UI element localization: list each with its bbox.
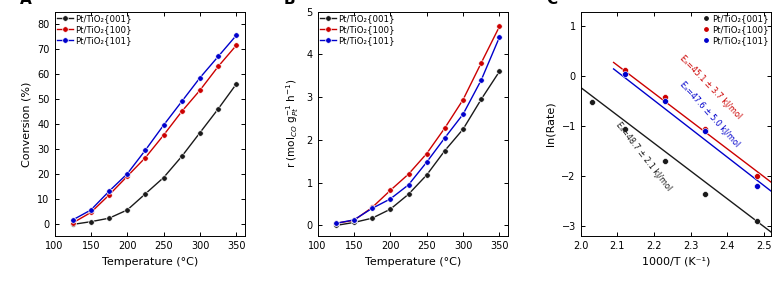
X-axis label: 1000/T (K⁻¹): 1000/T (K⁻¹) xyxy=(642,257,710,267)
X-axis label: Temperature (°C): Temperature (°C) xyxy=(102,257,198,267)
Pt/TiO₂{101} xyxy=(368,206,377,210)
Pt/TiO₂{101} xyxy=(68,218,77,222)
Point xyxy=(699,129,711,134)
Pt/TiO₂{001} xyxy=(386,207,395,211)
Pt/TiO₂{001} xyxy=(422,173,432,177)
Point xyxy=(750,174,763,179)
Text: C: C xyxy=(546,0,558,7)
Point xyxy=(619,72,631,76)
Line: Pt/TiO₂{001}: Pt/TiO₂{001} xyxy=(333,69,502,228)
Pt/TiO₂{001} xyxy=(177,155,186,158)
Pt/TiO₂{100} xyxy=(141,156,150,159)
Pt/TiO₂{101} xyxy=(477,78,486,82)
Pt/TiO₂{100} xyxy=(349,219,358,222)
Pt/TiO₂{101} xyxy=(213,55,223,58)
Y-axis label: ln(Rate): ln(Rate) xyxy=(546,102,555,146)
Point xyxy=(619,126,631,131)
Pt/TiO₂{001} xyxy=(104,217,114,220)
Pt/TiO₂{100} xyxy=(231,43,241,47)
Pt/TiO₂{101} xyxy=(404,183,413,187)
Pt/TiO₂{001} xyxy=(440,149,449,152)
Pt/TiO₂{100} xyxy=(122,175,132,178)
Line: Pt/TiO₂{100}: Pt/TiO₂{100} xyxy=(333,24,502,226)
Pt/TiO₂{100} xyxy=(159,133,168,137)
Legend: Pt/TiO₂{001}, Pt/TiO₂{100}, Pt/TiO₂{101}: Pt/TiO₂{001}, Pt/TiO₂{100}, Pt/TiO₂{101} xyxy=(703,14,769,46)
Pt/TiO₂{101} xyxy=(177,100,186,103)
Pt/TiO₂{100} xyxy=(68,221,77,225)
Pt/TiO₂{001} xyxy=(404,192,413,196)
Pt/TiO₂{101} xyxy=(86,208,96,212)
Point xyxy=(699,192,711,196)
Pt/TiO₂{100} xyxy=(331,221,340,225)
Point xyxy=(619,68,631,72)
Pt/TiO₂{001} xyxy=(86,220,96,223)
Legend: Pt/TiO₂{001}, Pt/TiO₂{100}, Pt/TiO₂{101}: Pt/TiO₂{001}, Pt/TiO₂{100}, Pt/TiO₂{101} xyxy=(320,14,395,46)
Pt/TiO₂{100} xyxy=(495,25,504,28)
Pt/TiO₂{101} xyxy=(122,172,132,175)
Pt/TiO₂{100} xyxy=(404,173,413,176)
Pt/TiO₂{101} xyxy=(386,197,395,201)
Line: Pt/TiO₂{101}: Pt/TiO₂{101} xyxy=(333,34,502,226)
Point xyxy=(699,126,711,131)
Point xyxy=(750,184,763,189)
Pt/TiO₂{100} xyxy=(196,88,205,92)
Pt/TiO₂{100} xyxy=(422,152,432,155)
Line: Pt/TiO₂{101}: Pt/TiO₂{101} xyxy=(70,33,239,223)
Pt/TiO₂{001} xyxy=(231,82,241,86)
Y-axis label: Conversion (%): Conversion (%) xyxy=(22,81,32,166)
Pt/TiO₂{001} xyxy=(331,224,340,227)
Pt/TiO₂{101} xyxy=(495,35,504,39)
Pt/TiO₂{100} xyxy=(177,110,186,113)
Pt/TiO₂{001} xyxy=(495,70,504,73)
Point xyxy=(659,159,671,164)
Pt/TiO₂{100} xyxy=(368,206,377,209)
Pt/TiO₂{101} xyxy=(159,123,168,127)
Point xyxy=(585,100,597,105)
Point xyxy=(659,99,671,104)
Pt/TiO₂{001} xyxy=(458,128,467,131)
Text: A: A xyxy=(20,0,32,7)
Pt/TiO₂{001} xyxy=(213,107,223,111)
Pt/TiO₂{001} xyxy=(159,176,168,179)
Pt/TiO₂{001} xyxy=(477,98,486,101)
X-axis label: Temperature (°C): Temperature (°C) xyxy=(365,257,461,267)
Text: Eₐ=47.6 ± 5.0 kJ/mol: Eₐ=47.6 ± 5.0 kJ/mol xyxy=(678,79,741,148)
Pt/TiO₂{100} xyxy=(477,61,486,65)
Pt/TiO₂{001} xyxy=(141,192,150,196)
Pt/TiO₂{101} xyxy=(231,33,241,37)
Pt/TiO₂{101} xyxy=(104,190,114,193)
Point xyxy=(750,219,763,223)
Pt/TiO₂{101} xyxy=(331,221,340,225)
Pt/TiO₂{100} xyxy=(386,189,395,192)
Text: B: B xyxy=(284,0,295,7)
Line: Pt/TiO₂{100}: Pt/TiO₂{100} xyxy=(70,42,239,226)
Pt/TiO₂{001} xyxy=(122,208,132,212)
Pt/TiO₂{101} xyxy=(422,160,432,164)
Legend: Pt/TiO₂{001}, Pt/TiO₂{100}, Pt/TiO₂{101}: Pt/TiO₂{001}, Pt/TiO₂{100}, Pt/TiO₂{101} xyxy=(57,14,132,46)
Point xyxy=(659,95,671,100)
Text: Eₐ=48.7 ± 2.1 kJ/mol: Eₐ=48.7 ± 2.1 kJ/mol xyxy=(614,120,672,192)
Pt/TiO₂{100} xyxy=(86,211,96,214)
Pt/TiO₂{101} xyxy=(458,113,467,116)
Pt/TiO₂{101} xyxy=(196,76,205,79)
Line: Pt/TiO₂{001}: Pt/TiO₂{001} xyxy=(70,81,239,227)
Pt/TiO₂{101} xyxy=(141,148,150,152)
Pt/TiO₂{100} xyxy=(440,126,449,130)
Pt/TiO₂{100} xyxy=(458,98,467,101)
Pt/TiO₂{100} xyxy=(213,65,223,68)
Text: Eₐ=45.1 ± 3.7 kJ/mol: Eₐ=45.1 ± 3.7 kJ/mol xyxy=(678,54,742,121)
Pt/TiO₂{100} xyxy=(104,193,114,197)
Pt/TiO₂{001} xyxy=(196,131,205,134)
Y-axis label: r (mol$_{CO}$ g$_{Pt}^{-1}$ h$^{-1}$): r (mol$_{CO}$ g$_{Pt}^{-1}$ h$^{-1}$) xyxy=(284,79,301,168)
Pt/TiO₂{101} xyxy=(349,218,358,222)
Pt/TiO₂{001} xyxy=(368,217,377,220)
Pt/TiO₂{001} xyxy=(349,221,358,224)
Pt/TiO₂{101} xyxy=(440,136,449,139)
Pt/TiO₂{001} xyxy=(68,223,77,226)
